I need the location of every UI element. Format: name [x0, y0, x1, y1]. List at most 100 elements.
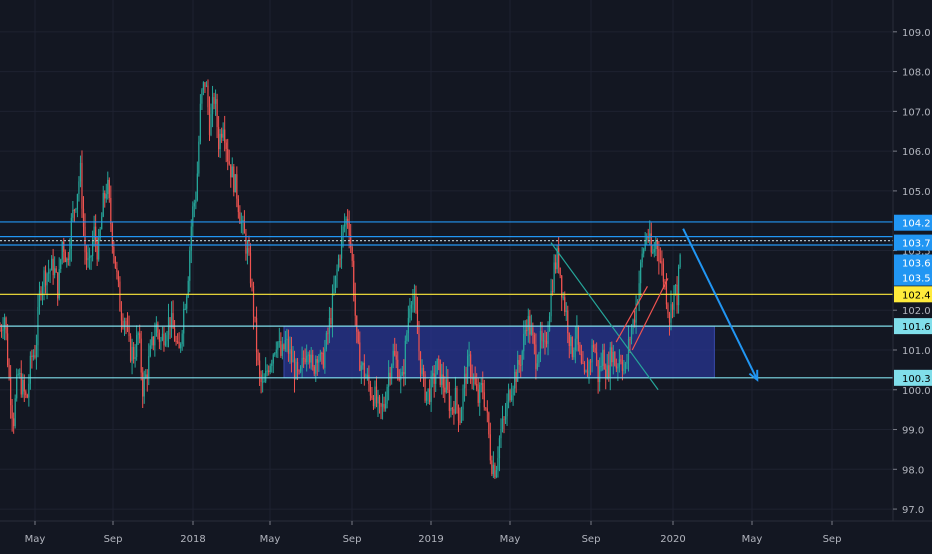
candle-body	[331, 293, 334, 324]
candle-body	[568, 333, 570, 347]
candle-body	[63, 242, 65, 252]
candle-body	[381, 403, 384, 407]
candle-body	[409, 308, 411, 318]
candle-body	[488, 412, 490, 435]
candle-body	[246, 248, 249, 254]
candle-body	[395, 355, 397, 360]
candle-body	[258, 360, 261, 375]
candle-body	[603, 349, 605, 370]
candle-body	[360, 365, 362, 371]
candle-body	[582, 362, 584, 364]
candle-body	[204, 82, 206, 87]
candle-body	[351, 247, 353, 261]
candle-body	[591, 345, 593, 363]
candle-body	[321, 352, 323, 354]
candle-body	[489, 434, 491, 461]
candle-body	[661, 261, 663, 264]
candle-body	[433, 373, 435, 384]
candle-body	[111, 224, 113, 247]
candle-body	[362, 362, 364, 366]
candle-body	[108, 179, 110, 198]
candle-body	[214, 99, 217, 104]
candle-body	[210, 114, 212, 135]
candle-body	[17, 373, 19, 375]
candle-body	[646, 236, 648, 241]
candle-body	[451, 408, 453, 410]
candle-body	[353, 260, 355, 296]
candle-body	[218, 127, 220, 150]
candle-body	[119, 281, 121, 312]
candle-body	[501, 419, 504, 429]
candle-body	[211, 97, 214, 115]
candle-body	[559, 267, 561, 276]
candle-body	[230, 164, 232, 178]
candle-body	[380, 403, 382, 407]
candle-body	[371, 395, 373, 398]
candle-body	[254, 316, 256, 319]
price-badge	[894, 234, 932, 251]
candle-body	[670, 304, 672, 323]
candle-body	[52, 258, 54, 276]
candle-body	[545, 340, 548, 344]
candle-body	[154, 336, 156, 346]
candle-body	[564, 297, 566, 312]
candle-body	[541, 330, 543, 341]
candle-body	[633, 319, 636, 323]
candle-body	[75, 208, 77, 211]
candle-body	[105, 194, 107, 199]
candle-body	[512, 388, 514, 396]
candle-body	[34, 355, 36, 358]
candle-body	[160, 339, 162, 342]
candle-body	[237, 198, 239, 213]
candle-body	[92, 239, 94, 256]
candle-body	[521, 351, 523, 365]
candle-body	[659, 261, 661, 263]
candle-body	[113, 246, 115, 257]
y-tick-label: 97.0	[902, 505, 924, 516]
candle-body	[231, 166, 233, 178]
candle-body	[589, 361, 592, 363]
candle-body	[527, 316, 529, 331]
candle-body	[79, 162, 82, 182]
candle-body	[482, 382, 484, 393]
candle-body	[330, 318, 332, 324]
candle-body	[485, 407, 487, 409]
y-tick-label: 101.0	[902, 346, 931, 357]
candle-body	[510, 395, 513, 401]
candle-body	[44, 270, 47, 286]
candle-body	[450, 408, 452, 411]
candle-body	[181, 333, 183, 344]
candle-body	[468, 354, 470, 357]
candle-body	[289, 349, 291, 354]
candle-body	[272, 354, 274, 364]
candle-body	[483, 392, 485, 408]
candle-body	[298, 370, 300, 372]
candle-body	[227, 148, 229, 162]
candle-body	[2, 329, 4, 331]
candle-body	[239, 212, 241, 224]
candle-body	[474, 376, 476, 385]
candle-body	[301, 357, 303, 368]
candle-body	[146, 374, 148, 379]
candle-body	[195, 200, 197, 204]
trendline	[615, 286, 648, 343]
projection-arrow-shaft	[682, 228, 759, 381]
candle-body	[16, 374, 18, 399]
candle-body	[524, 330, 526, 334]
candle-body	[313, 366, 315, 374]
candle-body	[561, 275, 563, 298]
candle-body	[503, 419, 505, 421]
candle-body	[444, 387, 446, 393]
candle-body	[635, 302, 637, 323]
candle-body	[10, 378, 12, 406]
candle-body	[304, 358, 306, 363]
candle-body	[173, 328, 176, 342]
candle-body	[67, 258, 69, 260]
candle-body	[327, 333, 329, 335]
candle-body	[416, 310, 419, 334]
candle-body	[486, 408, 488, 413]
candle-body	[479, 384, 481, 403]
candle-body	[0, 330, 1, 332]
candle-body	[166, 335, 168, 342]
candle-body	[201, 89, 203, 104]
